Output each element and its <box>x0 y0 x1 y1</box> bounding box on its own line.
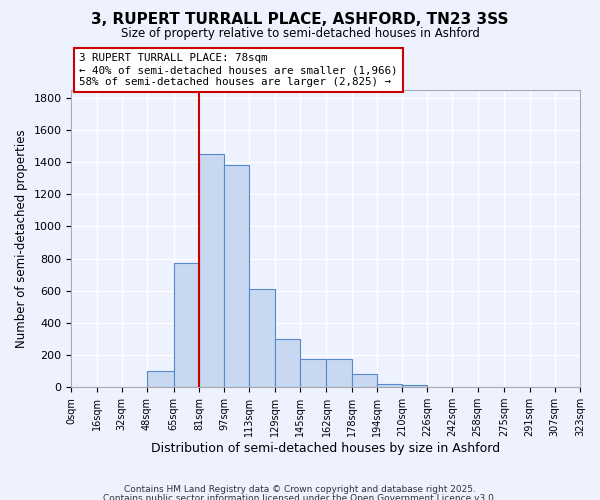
Text: Size of property relative to semi-detached houses in Ashford: Size of property relative to semi-detach… <box>121 28 479 40</box>
Bar <box>199 154 224 387</box>
Bar <box>250 289 275 387</box>
Bar <box>377 384 402 387</box>
Bar <box>402 385 427 387</box>
Bar <box>300 359 326 387</box>
Bar <box>174 262 199 387</box>
Text: Contains HM Land Registry data © Crown copyright and database right 2025.: Contains HM Land Registry data © Crown c… <box>124 485 476 494</box>
Text: Contains public sector information licensed under the Open Government Licence v3: Contains public sector information licen… <box>103 494 497 500</box>
Text: 3 RUPERT TURRALL PLACE: 78sqm
← 40% of semi-detached houses are smaller (1,966)
: 3 RUPERT TURRALL PLACE: 78sqm ← 40% of s… <box>79 54 398 86</box>
Bar <box>352 374 377 387</box>
Bar <box>326 359 352 387</box>
Bar <box>147 371 174 387</box>
Y-axis label: Number of semi-detached properties: Number of semi-detached properties <box>15 129 28 348</box>
X-axis label: Distribution of semi-detached houses by size in Ashford: Distribution of semi-detached houses by … <box>151 442 500 455</box>
Bar <box>275 339 300 387</box>
Bar <box>224 166 250 387</box>
Text: 3, RUPERT TURRALL PLACE, ASHFORD, TN23 3SS: 3, RUPERT TURRALL PLACE, ASHFORD, TN23 3… <box>91 12 509 28</box>
